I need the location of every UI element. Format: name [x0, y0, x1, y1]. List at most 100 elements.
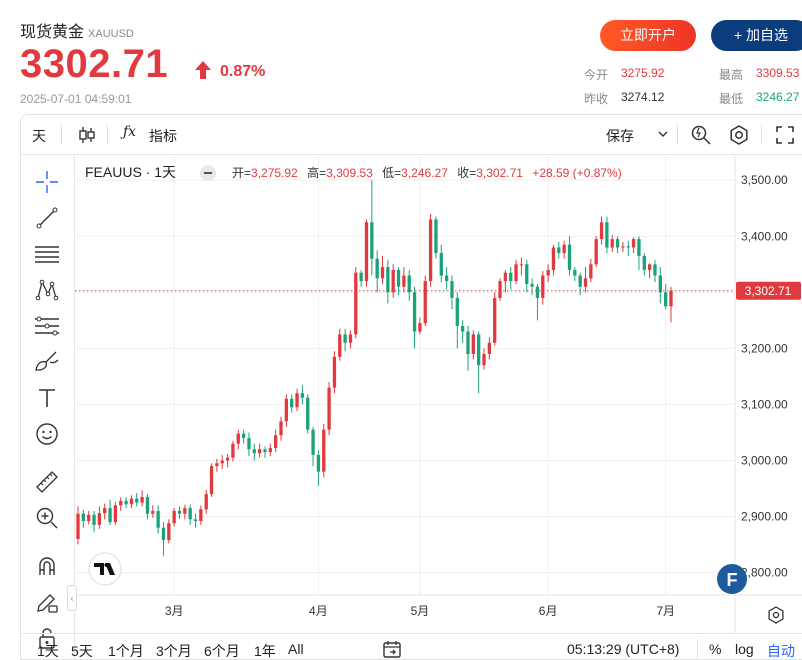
candle[interactable] [92, 510, 96, 533]
candle[interactable] [306, 394, 310, 434]
candle[interactable] [396, 267, 401, 296]
candle[interactable] [215, 458, 219, 472]
interval-selector[interactable]: 天 [32, 128, 46, 144]
candle[interactable] [402, 267, 406, 293]
candle[interactable] [284, 394, 289, 427]
brush-icon[interactable] [34, 349, 60, 375]
candle[interactable] [316, 450, 321, 486]
lock-icon[interactable] [34, 625, 60, 651]
quick-search-icon[interactable] [690, 124, 712, 146]
candle[interactable] [546, 264, 550, 283]
candle[interactable] [140, 490, 144, 507]
candle[interactable] [631, 237, 636, 254]
candle[interactable] [76, 506, 80, 545]
candle[interactable] [151, 505, 155, 518]
candle[interactable] [578, 272, 582, 296]
candle[interactable] [257, 443, 262, 458]
candle[interactable] [295, 388, 299, 412]
candle[interactable] [418, 317, 422, 335]
trend-line-icon[interactable] [34, 205, 60, 231]
candle[interactable] [605, 216, 609, 254]
candle[interactable] [225, 453, 230, 468]
candle[interactable] [637, 236, 641, 270]
candle[interactable] [263, 446, 267, 458]
candle[interactable] [145, 494, 150, 520]
candle[interactable] [589, 258, 593, 283]
candle[interactable] [412, 286, 417, 349]
candle[interactable] [290, 394, 294, 413]
candle[interactable] [615, 236, 620, 254]
calendar-goto-icon[interactable] [382, 639, 402, 659]
candle[interactable] [514, 259, 518, 284]
candle[interactable] [535, 283, 540, 321]
candle[interactable] [97, 506, 102, 529]
candle[interactable] [311, 426, 315, 467]
zoom-in-icon[interactable] [34, 505, 60, 531]
candle[interactable] [87, 510, 91, 525]
candle[interactable] [348, 330, 353, 349]
candle[interactable] [386, 259, 390, 304]
candle[interactable] [375, 250, 379, 293]
candle[interactable] [391, 264, 395, 298]
candle[interactable] [231, 440, 235, 462]
tradingview-logo[interactable] [88, 552, 122, 586]
emoji-icon[interactable] [34, 421, 60, 447]
range-button-2[interactable]: 1个月 [108, 643, 144, 659]
candle[interactable] [610, 235, 614, 252]
axis-settings-icon[interactable] [768, 606, 784, 624]
candle[interactable] [519, 257, 524, 276]
candle[interactable] [108, 499, 112, 525]
candle[interactable] [471, 330, 475, 360]
candlestick-type-icon[interactable] [77, 125, 97, 145]
candle[interactable] [594, 236, 598, 268]
candle[interactable] [583, 267, 588, 293]
candle[interactable] [327, 382, 331, 436]
brand-f-badge-icon[interactable]: F [717, 564, 747, 594]
candle[interactable] [364, 219, 369, 287]
candle[interactable] [247, 432, 251, 456]
fullscreen-icon[interactable] [775, 125, 795, 145]
fx-icon[interactable]: ƒx [123, 124, 137, 140]
candle[interactable] [81, 509, 85, 528]
candle[interactable] [466, 325, 470, 371]
crosshair-icon[interactable] [34, 169, 60, 195]
candle[interactable] [626, 240, 630, 256]
candle[interactable] [161, 522, 166, 556]
candle[interactable] [487, 337, 492, 360]
candle[interactable] [647, 263, 652, 279]
chevron-down-icon[interactable] [657, 129, 669, 139]
candle[interactable] [279, 416, 283, 441]
candle[interactable] [204, 489, 208, 514]
candle[interactable] [541, 271, 545, 305]
horizontal-lines-icon[interactable] [34, 241, 60, 267]
candle[interactable] [183, 504, 187, 520]
candle[interactable] [642, 253, 646, 276]
candle[interactable] [562, 240, 566, 259]
candle[interactable] [557, 241, 561, 259]
candle[interactable] [241, 429, 246, 444]
candle[interactable] [274, 429, 278, 453]
range-button-6[interactable]: All [288, 641, 304, 657]
candle[interactable] [653, 259, 657, 283]
candle[interactable] [188, 504, 192, 525]
candle[interactable] [498, 278, 502, 301]
candle[interactable] [477, 331, 481, 394]
candle[interactable] [669, 286, 673, 323]
candle[interactable] [300, 384, 305, 405]
ruler-icon[interactable] [34, 469, 60, 495]
candle[interactable] [129, 495, 134, 509]
utc-clock[interactable]: 05:13:29 (UTC+8) [567, 641, 680, 657]
candle[interactable] [177, 506, 182, 519]
range-button-0[interactable]: 1天 [37, 643, 59, 659]
candle[interactable] [220, 454, 224, 469]
candle[interactable] [530, 278, 534, 296]
candle[interactable] [124, 496, 128, 509]
candle[interactable] [573, 267, 577, 282]
magnet-icon[interactable] [34, 553, 60, 579]
candle[interactable] [407, 269, 411, 301]
candle[interactable] [167, 519, 171, 544]
candle[interactable] [354, 267, 358, 339]
open-account-button[interactable]: 立即开户 [600, 20, 696, 51]
candlestick-chart[interactable]: 3,500.003,400.003,300.003,200.003,100.00… [75, 155, 802, 633]
candle[interactable] [332, 351, 337, 394]
